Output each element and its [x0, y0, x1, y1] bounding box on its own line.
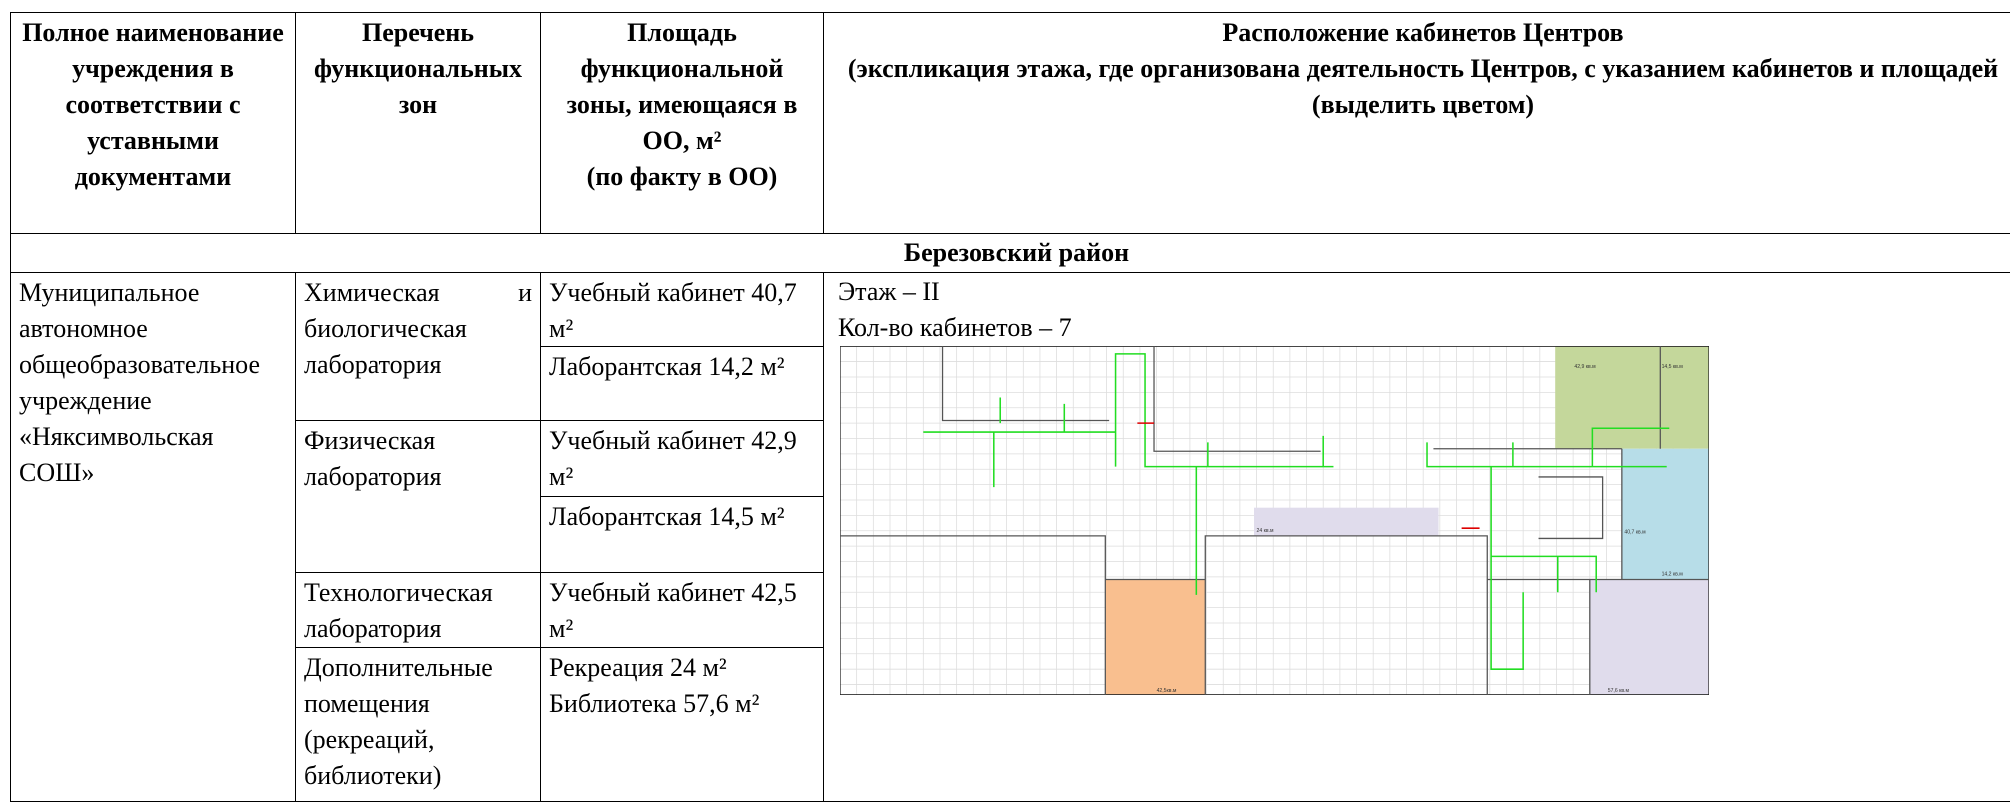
header-cell: Полное наименование учреждения в соответ… [10, 12, 296, 234]
plan-label: 40,7 кв.м [1624, 529, 1646, 535]
plan-label: 42,5кв.м [1157, 688, 1177, 694]
room-count: Кол-во кабинетов – 7 [838, 313, 1072, 342]
area: Библиотека 57,6 м² [549, 689, 760, 718]
zone: Химическая и биологическая лаборатория [295, 272, 541, 421]
header-cell: Расположение кабинетов Центров (эксплика… [823, 12, 2010, 234]
area-cell: Рекреация 24 м² Библиотека 57,6 м² [540, 647, 824, 802]
area: Учебный кабинет 42,5 м² [540, 572, 824, 648]
zone: Технологическая лаборатория [295, 572, 541, 648]
plan-label: 14,5 кв.м [1662, 364, 1684, 370]
plan-label: 14,2 кв.м [1662, 572, 1684, 578]
area: Учебный кабинет 42,9 м² [540, 420, 824, 497]
route [923, 353, 1670, 670]
floor: Этаж – II [838, 277, 940, 306]
walls [840, 346, 1709, 695]
area: Рекреация 24 м² [549, 653, 727, 682]
area: Лаборантская 14,5 м² [540, 496, 824, 573]
room [1253, 507, 1439, 536]
header-cell: Площадь функциональной зоны, имеющаяся в… [540, 12, 824, 234]
institution: Муниципальное автономное общеобразовател… [10, 272, 296, 802]
floor-plan: 42,9 кв.м 14,5 кв.м 24 кв.м 40,7 кв.м 14… [840, 346, 1709, 695]
room [1621, 448, 1709, 580]
area: Учебный кабинет 40,7 м² [540, 272, 824, 347]
section-row: Березовский район [10, 233, 2010, 273]
header-cell: Перечень функциональных зон [295, 12, 541, 234]
plan-label: 24 кв.м [1257, 528, 1274, 534]
plan-label: 57,6 кв.м [1608, 688, 1630, 694]
plan-label: 42,9 кв.м [1574, 364, 1596, 370]
room [1589, 579, 1709, 695]
room [1555, 346, 1709, 449]
zone: Дополнительные помещения (рекреаций, биб… [295, 647, 541, 802]
area: Лаборантская 14,2 м² [540, 346, 824, 421]
room [1105, 579, 1206, 695]
zone: Физическая лаборатория [295, 420, 541, 573]
